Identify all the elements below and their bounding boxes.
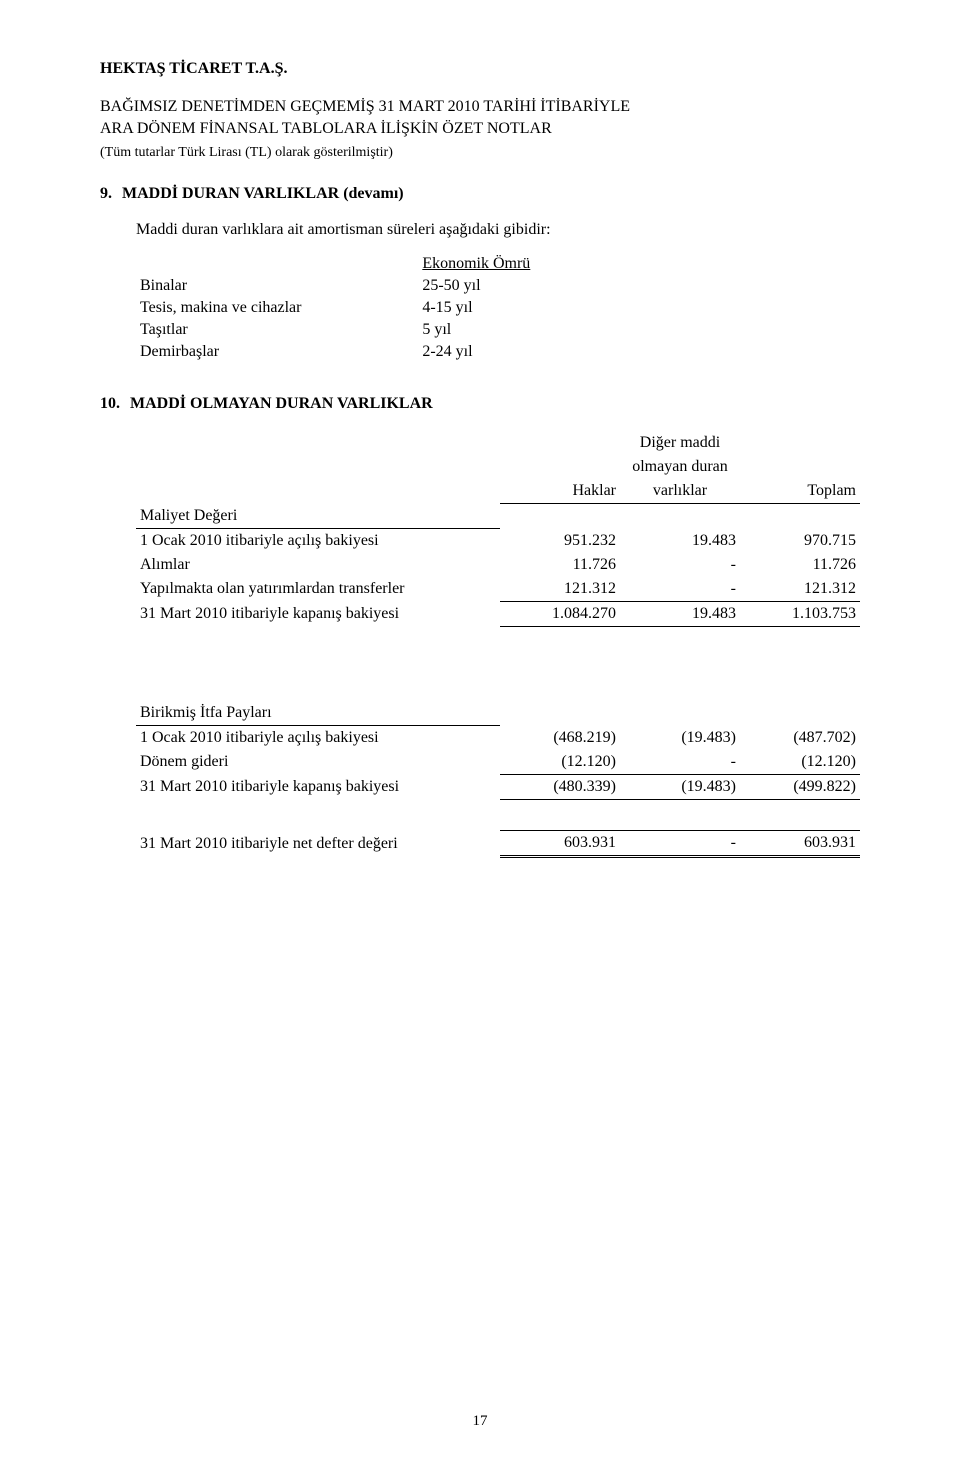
cost-total-label: 31 Mart 2010 itibariyle kapanış bakiyesi [136,601,500,626]
cost-total-c1: 1.084.270 [500,601,620,626]
amort-row-c3: (12.120) [740,750,860,775]
title-line-1: BAĞIMSIZ DENETİMDEN GEÇMEMİŞ 31 MART 201… [100,98,630,115]
report-subtitle: (Tüm tutarlar Türk Lirası (TL) olarak gö… [100,145,860,161]
amort-row-c2: - [620,750,740,775]
section-9-intro: Maddi duran varlıklara ait amortisman sü… [136,221,860,239]
cost-row-c3: 121.312 [740,577,860,602]
cost-row-c3: 11.726 [740,553,860,577]
net-c2: - [620,830,740,856]
amort-total-c1: (480.339) [500,774,620,799]
amort-row-c2: (19.483) [620,725,740,750]
cost-row-c1: 11.726 [500,553,620,577]
amort-total-label: 31 Mart 2010 itibariyle kapanış bakiyesi [136,774,500,799]
useful-life-table: Ekonomik Ömrü Binalar 25-50 yıl Tesis, m… [136,253,592,363]
amort-row-c1: (468.219) [500,725,620,750]
col2-line3: varlıklar [620,479,740,504]
life-row-label: Tesis, makina ve cihazlar [136,297,362,319]
net-c3: 603.931 [740,830,860,856]
intangibles-amort-table: Birikmiş İtfa Payları 1 Ocak 2010 itibar… [136,701,860,800]
net-label: 31 Mart 2010 itibariyle net defter değer… [136,830,500,856]
cost-row-label: 1 Ocak 2010 itibariyle açılış bakiyesi [136,528,500,553]
life-row-label: Demirbaşlar [136,341,362,363]
cost-title: Maliyet Değeri [136,504,500,529]
cost-row-c1: 951.232 [500,528,620,553]
cost-row-label: Alımlar [136,553,500,577]
amort-row-c1: (12.120) [500,750,620,775]
life-row-value: 5 yıl [362,319,592,341]
net-c1: 603.931 [500,830,620,856]
amort-title: Birikmiş İtfa Payları [136,701,500,726]
col1-header: Haklar [500,479,620,504]
col2-line2: olmayan duran [620,455,740,479]
life-row-value: 4-15 yıl [362,297,592,319]
amort-row-c3: (487.702) [740,725,860,750]
amort-total-c3: (499.822) [740,774,860,799]
col3-header: Toplam [740,479,860,504]
company-name: HEKTAŞ TİCARET T.A.Ş. [100,60,860,78]
cost-total-c2: 19.483 [620,601,740,626]
cost-row-c3: 970.715 [740,528,860,553]
amort-total-c2: (19.483) [620,774,740,799]
cost-row-c1: 121.312 [500,577,620,602]
intangibles-net-table: 31 Mart 2010 itibariyle net defter değer… [136,830,860,858]
cost-row-label: Yapılmakta olan yatırımlardan transferle… [136,577,500,602]
col2-line1: Diğer maddi [620,431,740,455]
cost-row-c2: - [620,553,740,577]
intangibles-cost-table: Diğer maddi olmayan duran Haklar varlıkl… [136,431,860,627]
title-line-2: ARA DÖNEM FİNANSAL TABLOLARA İLİŞKİN ÖZE… [100,120,552,137]
section-10-number: 10. [100,395,120,413]
amort-row-label: 1 Ocak 2010 itibariyle açılış bakiyesi [136,725,500,750]
report-title: BAĞIMSIZ DENETİMDEN GEÇMEMİŞ 31 MART 201… [100,96,860,139]
section-10-heading: 10. MADDİ OLMAYAN DURAN VARLIKLAR [100,395,860,413]
life-row-value: 2-24 yıl [362,341,592,363]
cost-row-c2: - [620,577,740,602]
section-9-heading: 9. MADDİ DURAN VARLIKLAR (devamı) [100,185,860,203]
life-row-label: Binalar [136,275,362,297]
life-header: Ekonomik Ömrü [362,253,592,275]
cost-total-c3: 1.103.753 [740,601,860,626]
section-9-number: 9. [100,185,112,203]
cost-row-c2: 19.483 [620,528,740,553]
page-number: 17 [0,1413,960,1430]
section-9-title: MADDİ DURAN VARLIKLAR (devamı) [122,185,404,203]
section-10-title: MADDİ OLMAYAN DURAN VARLIKLAR [130,395,433,413]
page: HEKTAŞ TİCARET T.A.Ş. BAĞIMSIZ DENETİMDE… [0,0,960,1460]
amort-row-label: Dönem gideri [136,750,500,775]
life-row-label: Taşıtlar [136,319,362,341]
life-row-value: 25-50 yıl [362,275,592,297]
